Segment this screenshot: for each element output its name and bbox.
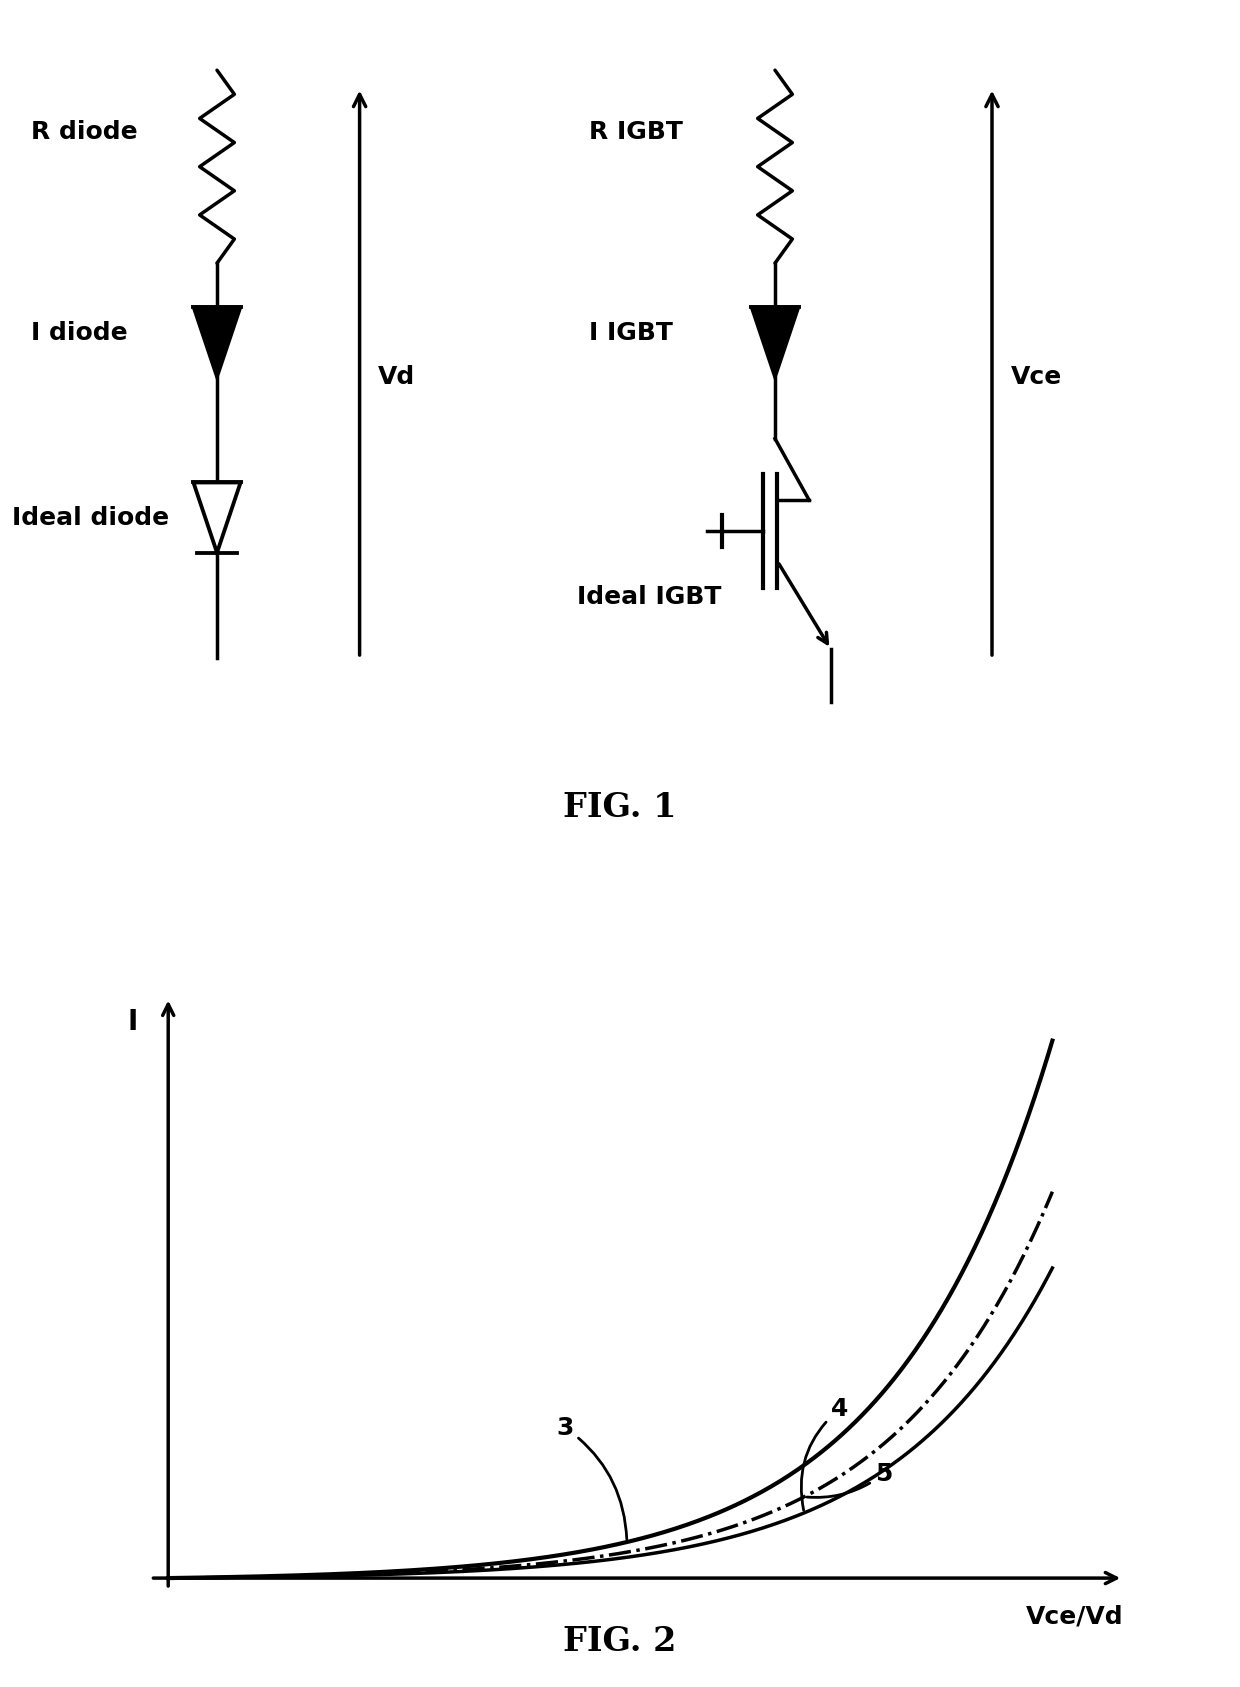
Text: Ideal diode: Ideal diode	[12, 506, 170, 530]
Text: FIG. 1: FIG. 1	[563, 791, 677, 823]
Polygon shape	[193, 482, 241, 553]
Text: R IGBT: R IGBT	[589, 120, 683, 143]
Text: 3: 3	[557, 1415, 626, 1539]
Text: I diode: I diode	[31, 321, 128, 346]
Polygon shape	[751, 307, 799, 378]
Text: FIG. 2: FIG. 2	[563, 1625, 677, 1658]
Text: 5: 5	[807, 1461, 893, 1498]
Text: Ideal IGBT: Ideal IGBT	[577, 584, 720, 609]
Text: Vce: Vce	[1011, 364, 1061, 390]
Text: I: I	[128, 1009, 138, 1036]
Text: Vce/Vd: Vce/Vd	[1025, 1604, 1123, 1630]
Text: 4: 4	[801, 1397, 848, 1510]
Polygon shape	[193, 307, 241, 378]
Text: R diode: R diode	[31, 120, 138, 143]
Text: I IGBT: I IGBT	[589, 321, 673, 346]
Text: Vd: Vd	[378, 364, 415, 390]
